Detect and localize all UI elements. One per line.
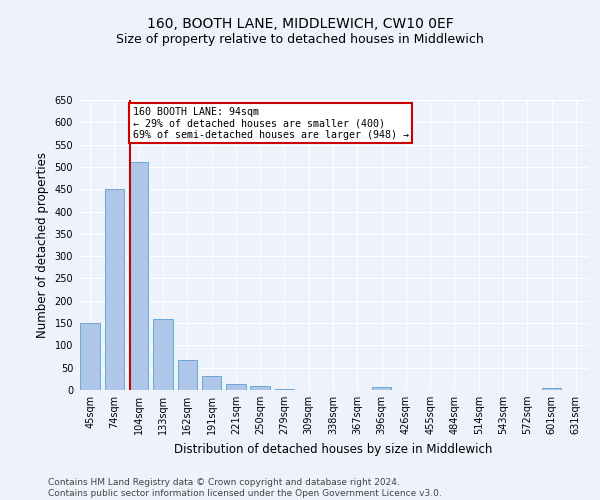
Bar [372, 387, 391, 390]
Bar [250, 386, 270, 390]
Bar [226, 384, 245, 390]
Bar [275, 388, 294, 390]
Bar [80, 323, 100, 390]
Bar [153, 318, 173, 390]
Text: Size of property relative to detached houses in Middlewich: Size of property relative to detached ho… [116, 32, 484, 46]
X-axis label: Distribution of detached houses by size in Middlewich: Distribution of detached houses by size … [174, 442, 492, 456]
Y-axis label: Number of detached properties: Number of detached properties [36, 152, 49, 338]
Bar [178, 360, 197, 390]
Bar [129, 162, 148, 390]
Text: Contains HM Land Registry data © Crown copyright and database right 2024.
Contai: Contains HM Land Registry data © Crown c… [48, 478, 442, 498]
Bar [542, 388, 561, 390]
Bar [105, 189, 124, 390]
Bar [202, 376, 221, 390]
Text: 160 BOOTH LANE: 94sqm
← 29% of detached houses are smaller (400)
69% of semi-det: 160 BOOTH LANE: 94sqm ← 29% of detached … [133, 106, 409, 140]
Text: 160, BOOTH LANE, MIDDLEWICH, CW10 0EF: 160, BOOTH LANE, MIDDLEWICH, CW10 0EF [146, 18, 454, 32]
